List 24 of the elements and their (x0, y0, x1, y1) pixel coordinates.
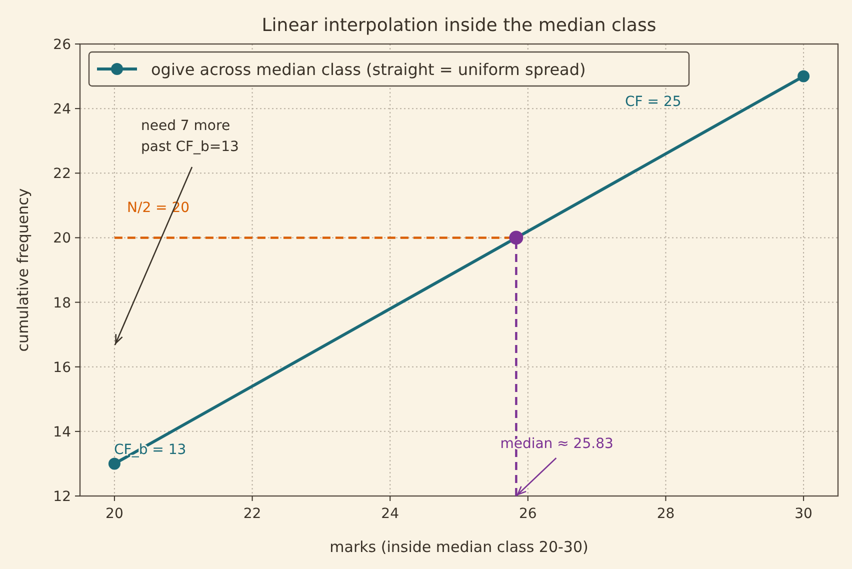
y-tick-label: 24 (53, 102, 72, 118)
legend-label: ogive across median class (straight = uniform spread) (151, 60, 586, 79)
x-tick-label: 28 (656, 506, 675, 522)
x-axis-title: marks (inside median class 20-30) (330, 538, 588, 556)
x-tick-label: 24 (381, 506, 400, 522)
x-tick-label: 30 (794, 506, 812, 522)
annotation: CF = 25 (625, 94, 682, 110)
y-tick-label: 22 (53, 166, 71, 182)
y-tick-label: 20 (53, 230, 71, 247)
annotation: need 7 more past CF_b=13 (141, 118, 239, 155)
point (509, 230, 524, 245)
y-tick-label: 26 (53, 37, 72, 53)
point (798, 70, 810, 82)
y-tick-label: 16 (53, 360, 72, 376)
y-tick-label: 18 (53, 295, 71, 312)
chart-title: Linear interpolation inside the median class (262, 15, 656, 36)
x-tick-label: 22 (243, 506, 262, 522)
point (108, 458, 120, 470)
y-tick-label: 12 (53, 489, 71, 505)
x-tick-label: 20 (106, 506, 124, 522)
y-axis-title: cumulative frequency (14, 188, 32, 352)
annotation: median ≈ 25.83 (500, 436, 614, 452)
y-tick-label: 14 (53, 424, 72, 440)
x-tick-label: 26 (518, 506, 537, 522)
